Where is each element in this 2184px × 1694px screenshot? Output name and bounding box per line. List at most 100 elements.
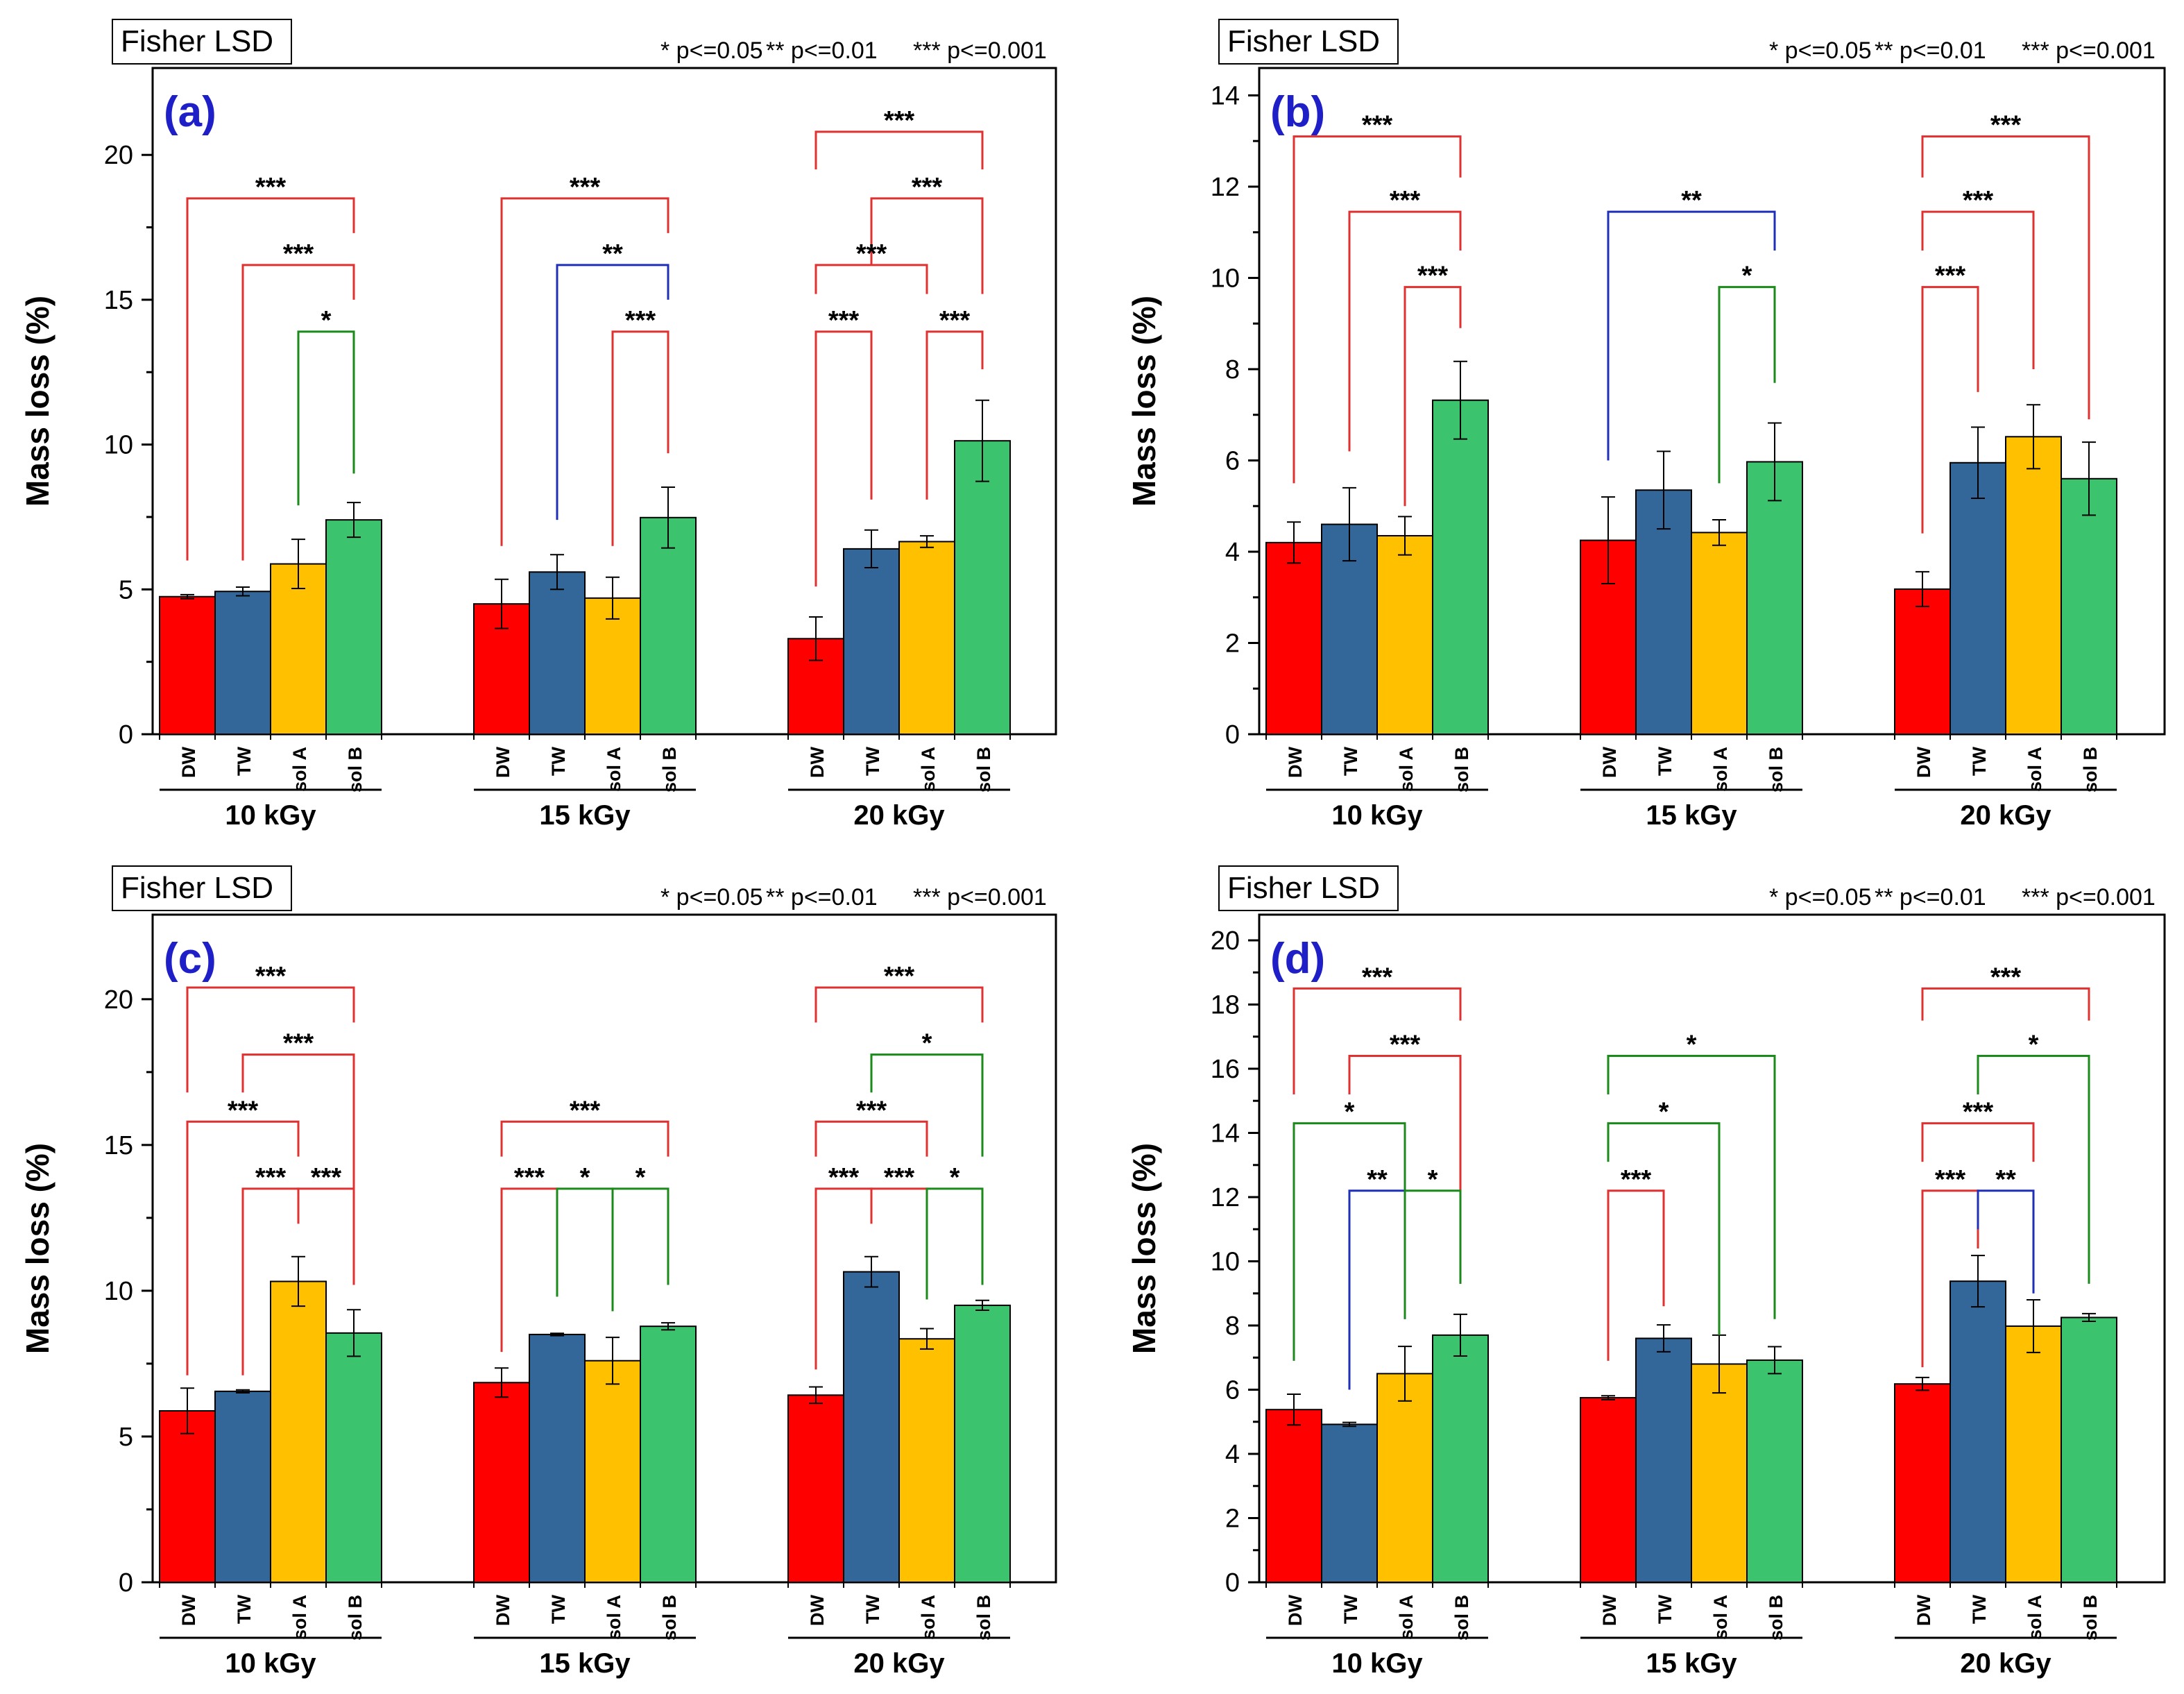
- legend-entry: * p<=0.05: [1769, 884, 1871, 910]
- x-tick-label: sol A: [918, 1595, 939, 1640]
- significance-label: *: [922, 1029, 932, 1058]
- legend-entry: ** p<=0.01: [1875, 884, 1986, 910]
- significance-bracket: [500, 1187, 558, 1353]
- bar-sol-a: [898, 541, 955, 735]
- significance-bracket: [1404, 286, 1462, 507]
- bar-dw: [159, 595, 216, 735]
- significance-bracket: [1921, 210, 2035, 369]
- significance-bracket: [1921, 987, 2090, 1021]
- x-tick-label: TW: [1655, 1594, 1675, 1623]
- y-tick-label: 8: [1225, 355, 1240, 384]
- significance-label: ***: [856, 1096, 887, 1125]
- legend-entry: ** p<=0.01: [1875, 37, 1986, 64]
- panel-label: (b): [1270, 88, 1325, 136]
- method-label: Fisher LSD: [121, 24, 273, 58]
- significance-label: ***: [1390, 1031, 1421, 1060]
- significance-label: ***: [828, 306, 860, 335]
- significance-label: ***: [884, 106, 915, 135]
- method-label-box: [112, 19, 292, 65]
- legend-entry: *** p<=0.001: [2022, 884, 2156, 910]
- y-tick-label: 10: [104, 1277, 133, 1306]
- significance-label: ***: [1990, 963, 2022, 992]
- x-tick-label: sol B: [1766, 747, 1786, 793]
- significance-label: ***: [570, 1096, 601, 1125]
- bar-sol-b: [1746, 461, 1803, 735]
- y-tick-label: 4: [1225, 538, 1240, 567]
- x-tick-label: TW: [1340, 1594, 1361, 1623]
- x-tick-label: sol B: [2080, 747, 2101, 793]
- x-tick-label: DW: [1599, 1594, 1620, 1625]
- significance-bracket: [1921, 286, 1979, 534]
- y-tick-label: 10: [104, 431, 133, 460]
- x-tick-label: DW: [1913, 1594, 1934, 1625]
- legend-entry: ** p<=0.01: [766, 884, 878, 910]
- group-label: 10 kGy: [225, 1648, 316, 1679]
- bar-sol-b: [325, 519, 382, 735]
- bar-dw: [473, 1382, 530, 1584]
- x-tick-label: TW: [1969, 1594, 1990, 1623]
- bar-sol-a: [2005, 1325, 2062, 1584]
- significance-label: *: [1742, 262, 1752, 291]
- bar-sol-a: [270, 563, 327, 735]
- x-tick-label: DW: [807, 1594, 828, 1625]
- significance-bracket: [925, 1187, 984, 1300]
- legend-entry: * p<=0.05: [660, 37, 762, 64]
- bar-tw: [214, 1390, 271, 1583]
- significance-label: ***: [1417, 262, 1449, 291]
- y-tick-label: 2: [1225, 1505, 1240, 1534]
- bar-sol-b: [640, 516, 697, 736]
- y-axis-label: Mass loss (%): [1126, 296, 1162, 507]
- significance-label: ***: [570, 173, 601, 202]
- significance-bracket: [1348, 210, 1462, 452]
- significance-bracket: [925, 330, 984, 500]
- significance-bracket: [1977, 1055, 2090, 1284]
- significance-label: *: [635, 1163, 646, 1192]
- bar-dw: [1894, 1383, 1951, 1584]
- x-tick-label: TW: [1340, 746, 1361, 775]
- x-tick-label: sol A: [604, 747, 624, 792]
- panel-label: (a): [164, 88, 216, 136]
- group-label: 20 kGy: [1960, 800, 2051, 831]
- bar-dw: [1894, 588, 1951, 735]
- bar-tw: [1635, 1337, 1692, 1583]
- group-label: 15 kGy: [1646, 800, 1737, 831]
- bar-sol-b: [2061, 1316, 2117, 1583]
- significance-label: ***: [283, 1029, 314, 1058]
- group-label: 10 kGy: [225, 800, 316, 831]
- significance-label: ***: [255, 1163, 287, 1192]
- significance-bracket: [1921, 135, 2090, 420]
- significance-label: **: [1367, 1165, 1388, 1194]
- legend-entry: *** p<=0.001: [913, 37, 1047, 64]
- y-tick-label: 20: [1211, 926, 1240, 956]
- bar-sol-a: [1691, 532, 1748, 735]
- x-tick-label: DW: [178, 746, 199, 777]
- x-tick-label: sol B: [1451, 1595, 1472, 1641]
- bar-tw: [1950, 1280, 2006, 1584]
- bar-tw: [1321, 1423, 1378, 1583]
- y-axis-label: Mass loss (%): [19, 296, 56, 507]
- panel-label: (c): [164, 935, 216, 983]
- significance-label: **: [602, 239, 623, 269]
- legend-entry: ** p<=0.01: [766, 37, 878, 64]
- x-tick-label: sol A: [2024, 747, 2045, 792]
- significance-bracket: [814, 264, 928, 294]
- y-tick-label: 10: [1211, 1248, 1240, 1277]
- y-tick-label: 16: [1211, 1055, 1240, 1084]
- significance-label: ***: [625, 306, 656, 335]
- significance-label: ***: [828, 1163, 860, 1192]
- bar-sol-b: [954, 1304, 1011, 1583]
- group-label: 15 kGy: [539, 800, 631, 831]
- significance-bracket: [814, 986, 984, 1023]
- y-tick-label: 18: [1211, 991, 1240, 1020]
- group-label: 20 kGy: [853, 800, 945, 831]
- x-tick-label: sol B: [659, 1595, 680, 1641]
- bar-dw: [1580, 1397, 1637, 1583]
- x-tick-label: DW: [493, 746, 513, 777]
- x-tick-label: DW: [1913, 746, 1934, 777]
- y-tick-label: 6: [1225, 446, 1240, 475]
- panel-1: Fisher LSD * p<=0.05 ** p<=0.01 *** p<=0.00…: [19, 19, 1057, 831]
- significance-bracket: [611, 1187, 669, 1312]
- panel-4: Fisher LSD * p<=0.05 ** p<=0.01 *** p<=0.00…: [1126, 865, 2166, 1679]
- significance-label: ***: [1362, 111, 1393, 140]
- significance-bracket: [1607, 1189, 1665, 1361]
